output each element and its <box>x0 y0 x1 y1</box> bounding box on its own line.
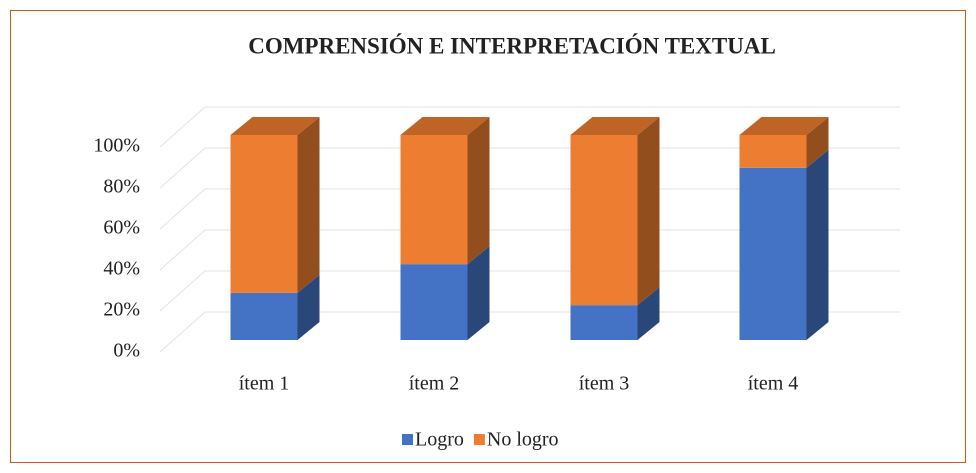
grid-line <box>159 106 900 148</box>
y-tick-label: 20% <box>103 299 140 321</box>
bar-side <box>297 117 320 293</box>
bar-segment <box>739 167 807 340</box>
bar-side <box>297 274 320 340</box>
chart-title: COMPRENSIÓN E INTERPRETACIÓN TEXTUAL <box>248 32 776 58</box>
bar-top <box>230 117 320 135</box>
grid-line <box>159 270 900 312</box>
bar-side <box>806 149 829 340</box>
bar-top <box>739 117 829 135</box>
bar-side <box>467 246 490 340</box>
legend-label: No logro <box>487 429 559 451</box>
legend-swatch <box>402 434 413 445</box>
y-tick-label: 80% <box>103 176 140 198</box>
x-tick-label: ítem 4 <box>748 373 799 395</box>
y-tick-label: 60% <box>103 217 140 239</box>
bar-segment <box>230 292 298 340</box>
bar-side <box>637 117 660 306</box>
y-tick-label: 0% <box>113 340 140 362</box>
bar-segment <box>739 135 807 168</box>
legend-label: Logro <box>415 429 464 451</box>
x-tick-label: ítem 3 <box>579 373 630 395</box>
bar-segment <box>230 135 298 293</box>
bar-segment <box>400 264 468 340</box>
grid-line <box>159 311 900 353</box>
grid-line <box>159 188 900 230</box>
grid-line <box>159 147 900 189</box>
bar-segment <box>400 135 468 265</box>
x-tick-label: ítem 1 <box>239 373 290 395</box>
legend-swatch <box>473 434 485 445</box>
bar-segment <box>570 135 638 306</box>
bar-top <box>570 117 660 135</box>
bar-side <box>637 287 660 340</box>
bar-segment <box>570 305 638 340</box>
bar-side <box>467 117 490 265</box>
bar-top <box>400 117 490 135</box>
y-tick-label: 100% <box>93 135 140 157</box>
grid-line <box>159 229 900 271</box>
y-tick-label: 40% <box>103 258 140 280</box>
bar-side <box>806 117 829 168</box>
x-tick-label: ítem 2 <box>409 373 460 395</box>
